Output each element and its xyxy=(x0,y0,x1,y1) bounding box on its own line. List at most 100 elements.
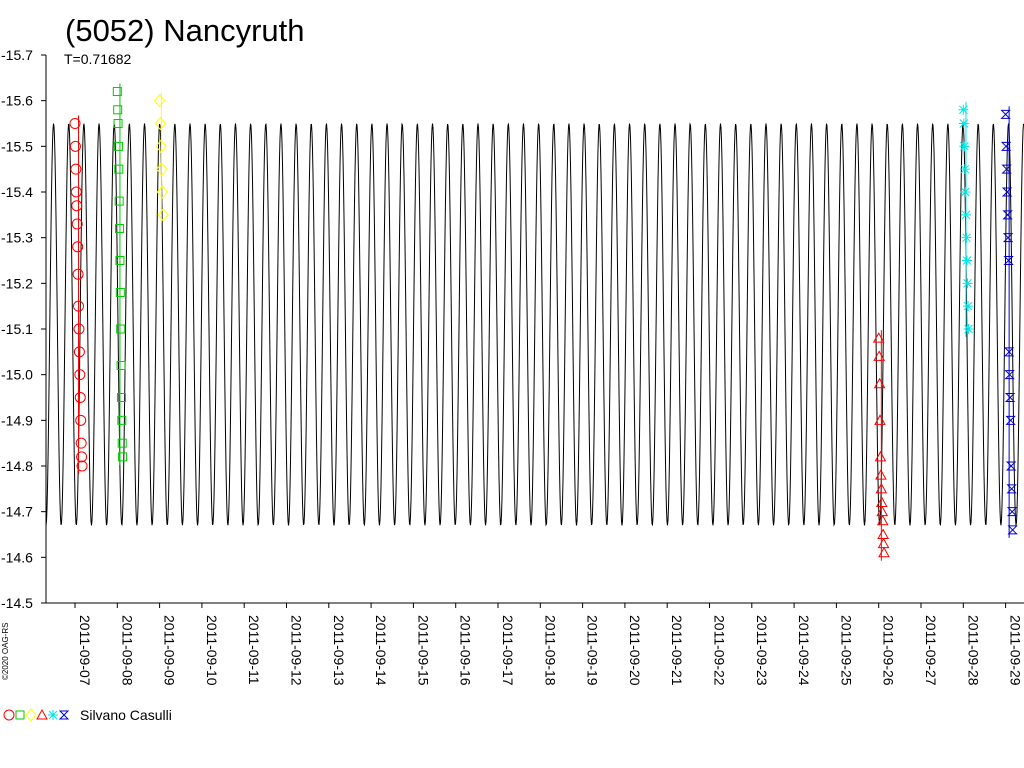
data-point xyxy=(112,87,122,97)
data-point xyxy=(1000,109,1011,119)
x-tick-label: 2011-09-24 xyxy=(796,615,812,686)
data-point xyxy=(74,369,86,381)
data-point xyxy=(959,141,970,152)
data-point xyxy=(961,232,972,243)
data-point xyxy=(113,105,123,115)
data-point xyxy=(877,528,889,539)
series xyxy=(153,92,169,223)
y-tick-label: -15.7 xyxy=(1,47,33,63)
x-tick-label: 2011-09-27 xyxy=(923,615,939,686)
data-point xyxy=(874,414,886,425)
series xyxy=(69,115,88,474)
data-point xyxy=(70,186,82,198)
data-point xyxy=(878,546,890,558)
x-tick-label: 2011-09-20 xyxy=(627,615,643,686)
y-tick-label: -14.6 xyxy=(1,549,33,565)
data-point xyxy=(157,208,169,222)
x-tick-label: 2011-09-22 xyxy=(712,615,728,686)
y-tick-label: -15.2 xyxy=(1,275,33,291)
data-point xyxy=(72,268,84,280)
x-tick-label: 2011-09-08 xyxy=(119,615,135,686)
x-tick-label: 2011-09-14 xyxy=(373,615,389,686)
x-tick-label: 2011-09-10 xyxy=(204,615,220,686)
data-point xyxy=(69,140,81,152)
data-point xyxy=(73,323,85,335)
x-tick-label: 2011-09-07 xyxy=(77,615,93,686)
x-tick-label: 2011-09-21 xyxy=(669,615,685,686)
x-tick-label: 2011-09-16 xyxy=(458,615,474,686)
y-tick-label: -15.5 xyxy=(1,138,33,154)
data-point xyxy=(1002,210,1013,220)
data-point xyxy=(962,255,973,266)
data-point xyxy=(958,118,969,129)
data-point xyxy=(115,287,125,297)
y-tick-label: -15.4 xyxy=(1,184,33,200)
data-point xyxy=(70,163,82,175)
data-point xyxy=(117,438,127,448)
data-point xyxy=(75,414,87,426)
x-tick-label: 2011-09-12 xyxy=(289,615,305,686)
x-tick-label: 2011-09-11 xyxy=(246,615,262,685)
data-point xyxy=(876,514,889,526)
data-point xyxy=(114,196,124,206)
y-tick-label: -14.8 xyxy=(1,458,33,474)
data-point xyxy=(872,332,885,343)
data-point xyxy=(1005,415,1016,425)
chart-title: (5052) Nancyruth xyxy=(65,13,305,48)
x-tick-label: 2011-09-29 xyxy=(1008,615,1024,686)
data-point xyxy=(1003,347,1015,357)
data-point xyxy=(76,460,88,472)
copyright-credit: ©2020 OAG-RS xyxy=(1,623,10,680)
x-tick-label: 2011-09-13 xyxy=(331,615,347,686)
data-point xyxy=(116,324,126,334)
data-point xyxy=(1005,461,1017,471)
data-point xyxy=(960,187,971,197)
y-tick-label: -15.3 xyxy=(1,230,33,246)
y-tick-label: -15.6 xyxy=(1,93,33,109)
x-ticks: 2011-09-07 2011-09-08 2011-09-09 2011-09-10… xyxy=(74,603,1024,686)
model-curve-line xyxy=(45,122,1024,527)
data-point xyxy=(873,377,886,389)
data-point xyxy=(1002,233,1014,243)
data-point xyxy=(113,141,123,151)
data-point xyxy=(155,139,167,154)
data-point xyxy=(71,218,83,230)
data-point xyxy=(959,164,970,175)
data-point xyxy=(1000,141,1012,151)
data-point xyxy=(117,415,127,425)
series xyxy=(872,330,890,561)
x-tick-label: 2011-09-25 xyxy=(838,615,854,686)
legend: Silvano Casulli xyxy=(3,707,172,723)
data-point xyxy=(1006,484,1017,494)
period-label: T=0.71682 xyxy=(64,51,132,67)
data-point xyxy=(25,708,37,722)
data-point xyxy=(1003,256,1014,265)
data-point xyxy=(76,451,88,463)
data-point xyxy=(962,278,973,289)
data-point xyxy=(963,324,974,334)
series xyxy=(958,101,974,337)
data-point xyxy=(116,393,126,402)
y-tick-label: -15.0 xyxy=(1,367,33,383)
data-point xyxy=(36,708,48,720)
x-tick-label: 2011-09-28 xyxy=(965,615,981,686)
y-tick-label: -15.1 xyxy=(1,321,33,337)
data-point xyxy=(875,469,887,480)
data-point xyxy=(75,437,87,449)
data-point xyxy=(1006,507,1018,517)
data-point xyxy=(118,452,128,462)
data-point xyxy=(154,116,166,131)
data-point xyxy=(69,118,81,129)
series xyxy=(112,83,128,465)
data-point xyxy=(1004,393,1016,402)
data-point xyxy=(156,185,169,199)
data-point xyxy=(963,301,974,312)
y-ticks: -15.7 -15.6 -15.5 -15.4 -15.3 -15.2 -15.1 -15.0… xyxy=(1,47,46,611)
data-point xyxy=(114,164,124,174)
y-tick-label: -14.9 xyxy=(1,412,33,428)
data-point xyxy=(1001,164,1012,174)
data-point xyxy=(1004,370,1015,380)
data-point xyxy=(875,482,888,494)
data-point xyxy=(115,224,125,234)
